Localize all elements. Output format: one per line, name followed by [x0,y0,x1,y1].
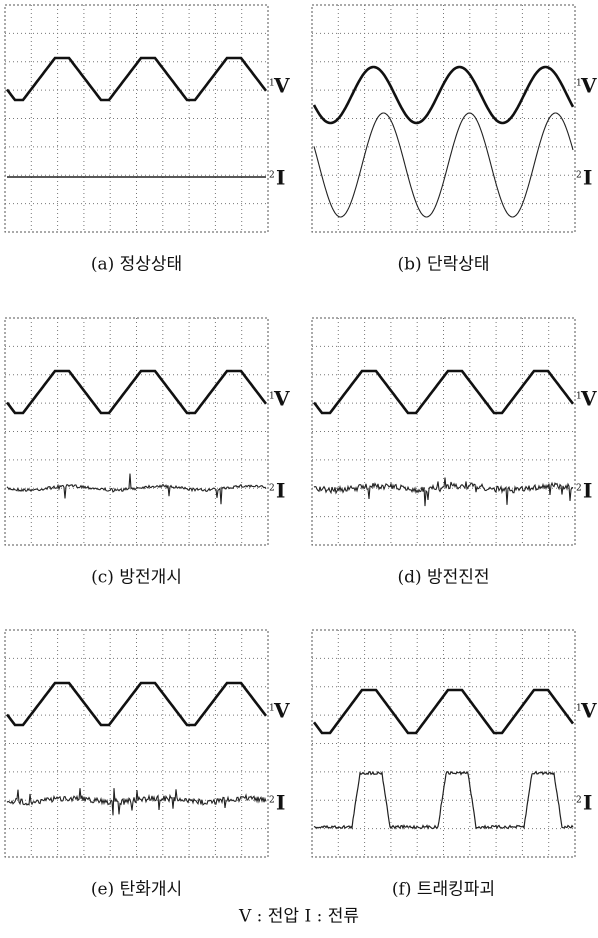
channel-label: I [276,791,285,815]
figure: 1V2I(a) 정상상태1V2I(b) 단락상태1V2I(c) 방전개시1V2I… [0,0,598,934]
channel-label: I [583,791,592,815]
channel-marker: 2 [269,796,275,806]
channel-marker: 2 [576,484,582,494]
caption: (b) 단락상태 [397,255,489,275]
caption: (a) 정상상태 [91,255,182,275]
channel-label: V [580,387,597,411]
caption: (c) 방전개시 [91,568,182,588]
channel-label: I [583,479,592,503]
channel-label: I [276,479,285,503]
voltage-trace [314,67,573,123]
channel-label: V [273,387,290,411]
current-trace [314,478,573,507]
caption: (d) 방전진전 [397,568,489,588]
channel-marker: 2 [576,171,582,181]
channel-label: I [276,166,285,190]
current-trace [7,788,266,815]
channel-label: V [273,699,290,723]
page: {"panels": [ {"caption": "(a) 정상상태", "v_… [0,0,598,934]
channel-marker: 2 [269,171,275,181]
caption: (f) 트래킹파괴 [392,880,495,900]
legend: V : 전압 I : 전류 [238,907,359,927]
channel-label: I [583,166,592,190]
caption: (e) 탄화개시 [91,880,182,900]
channel-label: V [273,74,290,98]
channel-marker: 2 [269,484,275,494]
channel-label: V [580,699,597,723]
channel-marker: 2 [576,796,582,806]
channel-label: V [580,74,597,98]
